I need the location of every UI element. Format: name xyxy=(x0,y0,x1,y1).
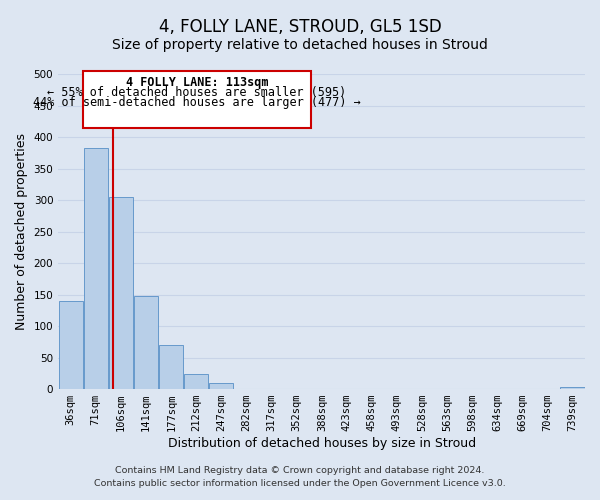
Bar xyxy=(109,197,133,389)
Bar xyxy=(560,387,584,389)
Text: Size of property relative to detached houses in Stroud: Size of property relative to detached ho… xyxy=(112,38,488,52)
Text: 4, FOLLY LANE, STROUD, GL5 1SD: 4, FOLLY LANE, STROUD, GL5 1SD xyxy=(158,18,442,36)
Bar xyxy=(83,71,311,128)
Text: Contains HM Land Registry data © Crown copyright and database right 2024.
Contai: Contains HM Land Registry data © Crown c… xyxy=(94,466,506,487)
Text: 44% of semi-detached houses are larger (477) →: 44% of semi-detached houses are larger (… xyxy=(33,96,361,109)
Bar xyxy=(209,384,233,389)
Bar xyxy=(159,345,184,389)
Bar xyxy=(184,374,208,389)
Bar xyxy=(83,148,108,389)
Y-axis label: Number of detached properties: Number of detached properties xyxy=(15,133,28,330)
Bar xyxy=(134,296,158,389)
Text: ← 55% of detached houses are smaller (595): ← 55% of detached houses are smaller (59… xyxy=(47,86,347,99)
Text: 4 FOLLY LANE: 113sqm: 4 FOLLY LANE: 113sqm xyxy=(126,76,268,89)
Bar xyxy=(59,301,83,389)
X-axis label: Distribution of detached houses by size in Stroud: Distribution of detached houses by size … xyxy=(167,437,476,450)
